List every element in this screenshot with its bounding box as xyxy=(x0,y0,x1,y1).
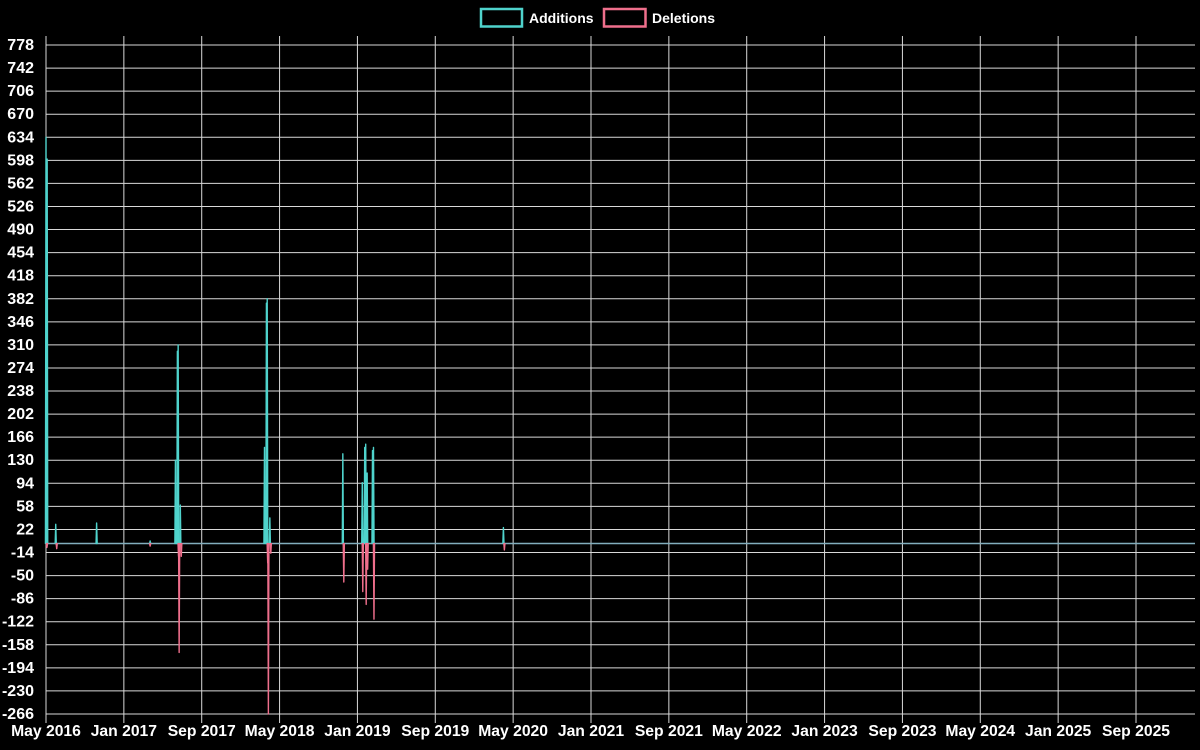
svg-text:-266: -266 xyxy=(2,706,34,723)
svg-text:Sep 2021: Sep 2021 xyxy=(635,723,703,740)
svg-text:-14: -14 xyxy=(11,545,34,562)
svg-text:310: 310 xyxy=(7,337,34,354)
svg-text:Jan 2019: Jan 2019 xyxy=(324,723,391,740)
svg-text:202: 202 xyxy=(7,406,34,423)
svg-text:-194: -194 xyxy=(2,660,34,677)
svg-text:706: 706 xyxy=(7,83,34,100)
svg-text:670: 670 xyxy=(7,106,34,123)
svg-text:Jan 2023: Jan 2023 xyxy=(791,723,858,740)
svg-text:598: 598 xyxy=(7,152,34,169)
svg-text:Sep 2017: Sep 2017 xyxy=(168,723,236,740)
svg-text:-86: -86 xyxy=(11,591,34,608)
svg-text:Sep 2019: Sep 2019 xyxy=(401,723,469,740)
svg-text:238: 238 xyxy=(7,383,34,400)
svg-text:382: 382 xyxy=(7,291,34,308)
svg-text:742: 742 xyxy=(7,60,34,77)
svg-text:May 2018: May 2018 xyxy=(245,723,315,740)
svg-text:-230: -230 xyxy=(2,683,34,700)
svg-text:Jan 2021: Jan 2021 xyxy=(558,723,625,740)
svg-text:94: 94 xyxy=(16,475,34,492)
svg-text:346: 346 xyxy=(7,314,34,331)
svg-text:May 2016: May 2016 xyxy=(11,723,81,740)
svg-text:Additions: Additions xyxy=(529,10,594,26)
svg-text:58: 58 xyxy=(16,498,34,515)
svg-text:130: 130 xyxy=(7,452,34,469)
svg-text:-122: -122 xyxy=(2,614,34,631)
svg-text:526: 526 xyxy=(7,198,34,215)
svg-text:May 2022: May 2022 xyxy=(712,723,782,740)
svg-text:166: 166 xyxy=(7,429,34,446)
svg-text:-158: -158 xyxy=(2,637,34,654)
svg-text:274: 274 xyxy=(7,360,34,377)
svg-text:562: 562 xyxy=(7,175,34,192)
svg-text:634: 634 xyxy=(7,129,34,146)
svg-text:22: 22 xyxy=(16,521,34,538)
svg-text:Jan 2025: Jan 2025 xyxy=(1025,723,1092,740)
svg-text:May 2024: May 2024 xyxy=(945,723,1015,740)
svg-text:418: 418 xyxy=(7,268,34,285)
svg-text:Deletions: Deletions xyxy=(652,10,715,26)
svg-text:778: 778 xyxy=(7,37,34,54)
svg-text:May 2020: May 2020 xyxy=(478,723,548,740)
svg-text:Sep 2025: Sep 2025 xyxy=(1102,723,1170,740)
svg-text:Jan 2017: Jan 2017 xyxy=(91,723,158,740)
svg-text:-50: -50 xyxy=(11,568,34,585)
svg-text:490: 490 xyxy=(7,222,34,239)
svg-text:454: 454 xyxy=(7,245,34,262)
svg-text:Sep 2023: Sep 2023 xyxy=(868,723,936,740)
